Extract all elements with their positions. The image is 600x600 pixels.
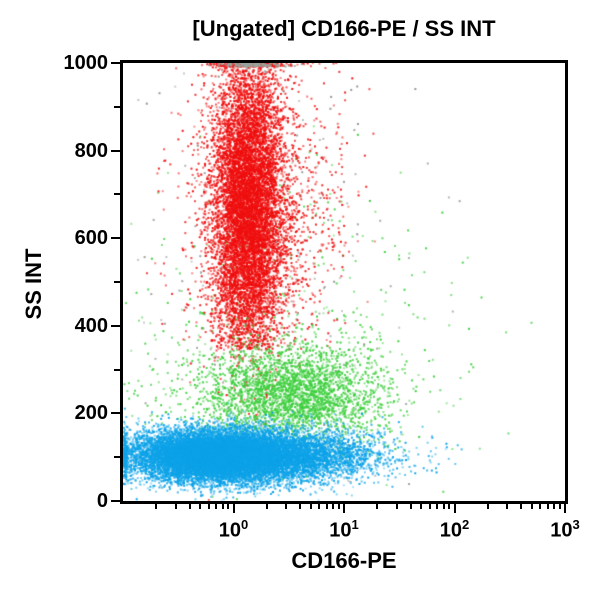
y-tick-label: 200 bbox=[74, 402, 108, 425]
x-minor-tick bbox=[436, 504, 439, 509]
x-minor-tick bbox=[448, 504, 451, 509]
x-major-tick bbox=[564, 504, 566, 513]
y-major-tick bbox=[111, 500, 120, 502]
y-tick-label: 800 bbox=[74, 139, 108, 162]
x-minor-tick bbox=[428, 504, 431, 509]
scatter-canvas[interactable] bbox=[123, 63, 565, 501]
x-minor-tick bbox=[506, 504, 509, 509]
x-minor-tick bbox=[221, 504, 224, 509]
x-minor-tick bbox=[285, 504, 288, 509]
x-axis-label: CD166-PE bbox=[291, 548, 397, 573]
x-minor-tick bbox=[199, 504, 202, 509]
x-tick-label: 100 bbox=[218, 517, 249, 542]
x-major-tick bbox=[232, 504, 235, 513]
x-tick-label: 102 bbox=[439, 517, 470, 542]
plot-frame bbox=[120, 60, 568, 504]
x-tick-label: 101 bbox=[329, 517, 359, 542]
x-minor-tick bbox=[299, 504, 302, 509]
y-tick-label: 1000 bbox=[63, 52, 109, 74]
y-tick-label: 400 bbox=[74, 314, 108, 337]
x-minor-tick bbox=[337, 504, 340, 509]
x-tick-label: 103 bbox=[550, 517, 580, 542]
x-minor-tick bbox=[376, 504, 379, 509]
x-minor-tick bbox=[227, 504, 230, 509]
x-minor-tick bbox=[530, 504, 533, 509]
y-major-tick bbox=[111, 324, 120, 327]
x-minor-tick bbox=[332, 504, 335, 509]
y-major-tick bbox=[111, 237, 120, 240]
x-minor-tick bbox=[174, 504, 177, 509]
x-minor-tick bbox=[265, 504, 268, 509]
y-axis-label: SS INT bbox=[21, 248, 46, 320]
y-tick-label: 600 bbox=[74, 227, 108, 250]
y-minor-tick bbox=[114, 456, 120, 459]
x-minor-tick bbox=[215, 504, 218, 509]
y-minor-tick bbox=[114, 193, 120, 196]
x-minor-tick bbox=[442, 504, 445, 509]
y-minor-tick bbox=[114, 368, 120, 371]
y-major-tick bbox=[111, 149, 120, 152]
chart-title: [Ungated] CD166-PE / SS INT bbox=[192, 16, 496, 41]
x-minor-tick bbox=[553, 504, 556, 509]
x-minor-tick bbox=[558, 504, 561, 509]
x-minor-tick bbox=[318, 504, 321, 509]
x-minor-tick bbox=[188, 504, 191, 509]
x-major-tick bbox=[343, 504, 345, 513]
x-minor-tick bbox=[486, 504, 489, 509]
x-minor-tick bbox=[420, 504, 423, 509]
y-minor-tick bbox=[114, 105, 120, 108]
x-minor-tick bbox=[395, 504, 398, 509]
x-minor-tick bbox=[546, 504, 549, 509]
x-major-tick bbox=[453, 504, 456, 513]
x-minor-tick bbox=[309, 504, 312, 509]
y-tick-label: 0 bbox=[96, 490, 108, 512]
y-minor-tick bbox=[114, 281, 120, 283]
x-minor-tick bbox=[155, 504, 158, 509]
y-major-tick bbox=[111, 412, 120, 415]
x-minor-tick bbox=[207, 504, 210, 509]
x-minor-tick bbox=[325, 504, 328, 509]
x-minor-tick bbox=[520, 504, 523, 509]
x-minor-tick bbox=[409, 504, 412, 509]
y-major-tick bbox=[111, 62, 120, 64]
x-minor-tick bbox=[539, 504, 542, 509]
